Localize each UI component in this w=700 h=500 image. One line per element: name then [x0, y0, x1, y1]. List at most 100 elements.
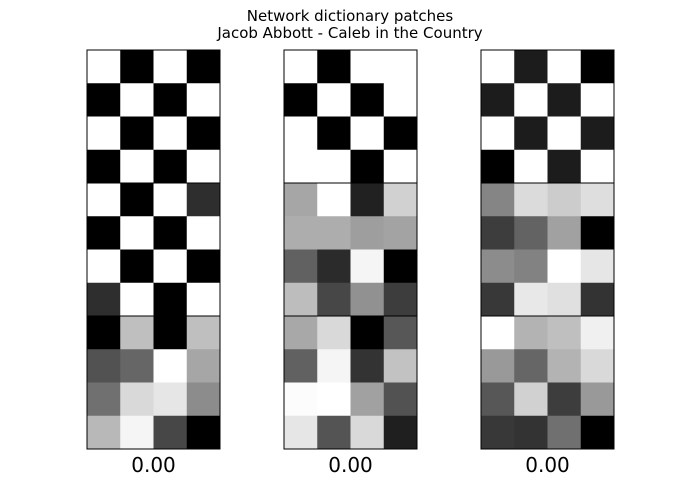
patch-cell	[350, 349, 385, 383]
patch-cell	[87, 382, 121, 417]
patch-cell	[547, 50, 582, 84]
patch-cell	[186, 382, 221, 417]
patch-cell	[153, 83, 188, 117]
patch-cell	[350, 183, 385, 217]
patch-cell	[580, 183, 615, 217]
patch-cell	[383, 249, 418, 284]
patch-cell	[284, 316, 318, 350]
patch-cell	[284, 349, 318, 383]
patch-cell	[514, 83, 548, 117]
patch-cell	[186, 149, 221, 184]
patch-cell	[514, 116, 548, 151]
patch-cell	[153, 316, 188, 350]
patch-cell	[153, 349, 188, 383]
patch-cell	[580, 415, 615, 450]
patch-cell	[186, 183, 221, 217]
patch-cell	[186, 316, 221, 350]
patch-cell	[87, 316, 121, 350]
patch-cell	[547, 382, 582, 417]
patch-cell	[481, 183, 515, 217]
patch-cell	[87, 116, 121, 151]
patch-cell	[350, 415, 385, 450]
patch-cell	[120, 316, 154, 350]
patch-cell	[350, 216, 385, 250]
patch-cell	[87, 216, 121, 250]
patch-cell	[547, 316, 582, 350]
patch-cell	[186, 216, 221, 250]
panel-frame	[283, 49, 418, 450]
patch-cell	[284, 83, 318, 117]
patch-cell	[120, 50, 154, 84]
patch-panel-3: 0.00	[480, 49, 615, 477]
patch-cell	[87, 50, 121, 84]
patch-cell	[514, 216, 548, 250]
patch-cell	[383, 216, 418, 250]
patch-cell	[580, 50, 615, 84]
patch-cell	[153, 149, 188, 184]
patch-cell	[120, 382, 154, 417]
chart-title-block: Network dictionary patches Jacob Abbott …	[0, 8, 700, 42]
patch-cell	[186, 282, 221, 317]
patch-cell	[153, 249, 188, 284]
patch-panel-2: 0.00	[283, 49, 418, 477]
patch-cell	[580, 382, 615, 417]
patch-cell	[481, 116, 515, 151]
patch-cell	[481, 249, 515, 284]
patch-cell	[317, 349, 351, 383]
patch-cell	[481, 83, 515, 117]
patch-cell	[87, 249, 121, 284]
patch-cell	[514, 382, 548, 417]
patch-cell	[580, 249, 615, 284]
patch-cell	[153, 183, 188, 217]
patch-cell	[580, 349, 615, 383]
patch-cell	[284, 183, 318, 217]
panel-label: 0.00	[525, 453, 570, 477]
panel-frame	[480, 49, 615, 450]
patch-cell	[383, 149, 418, 184]
patch-cell	[547, 249, 582, 284]
patch-cell	[284, 282, 318, 317]
patch-cell	[317, 183, 351, 217]
chart-subtitle: Jacob Abbott - Caleb in the Country	[217, 24, 483, 42]
patch-cell	[481, 382, 515, 417]
patch-cell	[186, 415, 221, 450]
patch-cell	[580, 282, 615, 317]
patch-cell	[120, 415, 154, 450]
patch-cell	[317, 249, 351, 284]
patch-cell	[87, 183, 121, 217]
patch-cell	[120, 83, 154, 117]
patch-cell	[481, 316, 515, 350]
patch-cell	[186, 116, 221, 151]
patch-cell	[317, 316, 351, 350]
patch-cell	[87, 282, 121, 317]
patch-cell	[186, 249, 221, 284]
patch-cell	[284, 116, 318, 151]
patch-cell	[350, 282, 385, 317]
patch-cell	[284, 415, 318, 450]
patch-cell	[547, 282, 582, 317]
patch-cell	[383, 183, 418, 217]
patch-cell	[186, 50, 221, 84]
patch-cell	[153, 415, 188, 450]
patch-cell	[514, 282, 548, 317]
patch-cell	[350, 149, 385, 184]
panel-label: 0.00	[328, 453, 373, 477]
patch-cell	[317, 382, 351, 417]
patch-cell	[317, 216, 351, 250]
patch-cell	[153, 216, 188, 250]
patch-cell	[383, 282, 418, 317]
panel-frame	[86, 49, 221, 450]
patch-cell	[514, 149, 548, 184]
patch-cell	[547, 415, 582, 450]
patch-cell	[317, 282, 351, 317]
patch-cell	[383, 349, 418, 383]
patch-cell	[547, 149, 582, 184]
patch-cell	[284, 382, 318, 417]
patch-cell	[350, 50, 385, 84]
patch-cell	[547, 116, 582, 151]
patch-cell	[87, 349, 121, 383]
patch-cell	[153, 282, 188, 317]
patch-cell	[580, 216, 615, 250]
patch-cell	[514, 183, 548, 217]
patch-cell	[317, 149, 351, 184]
